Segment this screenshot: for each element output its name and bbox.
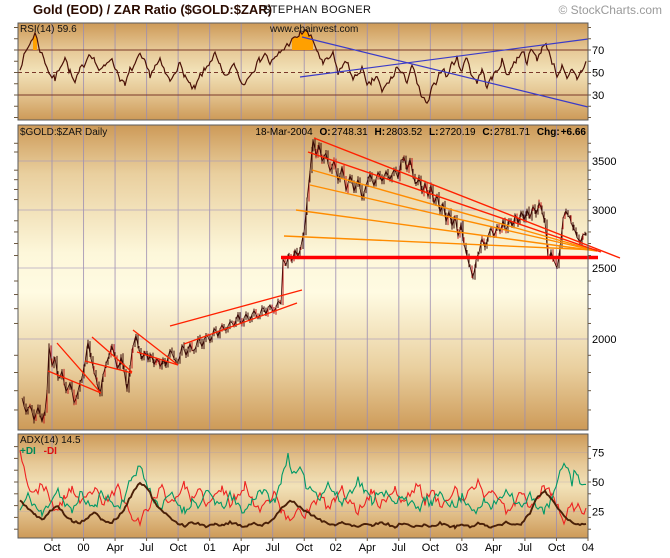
ohlc-info: 18-Mar-2004 O:2748.31 H:2803.52 L:2720.1… [255,127,586,138]
rsi-panel [17,22,589,121]
y-axis-tick: 50 [592,68,604,80]
quote-date: 18-Mar-2004 [255,127,313,138]
adx-panel [17,433,589,539]
di-minus-label: -DI [43,446,57,457]
x-axis-tick: Apr [359,542,376,554]
x-axis-tick: Jul [518,542,532,554]
watermark-link: www.ebainvest.com [270,24,359,35]
series--DI [19,450,587,527]
x-axis: Oct 00 Apr Jul Oct 01 Apr Jul Oct 02 Apr Jul Oct 03 Ap… [43,538,594,554]
open-value: 2748.31 [331,127,368,138]
copyright-text: © StockCharts.com [558,3,662,17]
rsi-axis: 70 50 30 [14,27,604,118]
x-axis-tick: Jul [392,542,406,554]
x-axis-tick: Apr [485,542,502,554]
price-axis: 3500 3000 2500 2000 [14,142,616,411]
x-axis-tick: Oct [548,542,565,554]
x-axis-tick: Apr [233,542,250,554]
change-value: +6.66 [560,127,586,138]
trendlines [47,137,621,394]
y-axis-tick: 25 [592,507,604,519]
page-title: Gold (EOD) / ZAR Ratio ($GOLD:$ZAR) [33,2,273,17]
rsi-label: RSI(14) 59.6 [20,24,77,35]
x-axis-tick: Oct [296,542,313,554]
y-axis-tick: 2000 [592,334,616,346]
x-axis-tick: 01 [204,542,216,554]
x-axis-tick: Apr [106,542,123,554]
x-axis-tick: Jul [266,542,280,554]
x-axis-tick: 04 [582,542,594,554]
adx-axis: 75 50 25 [14,446,604,530]
x-axis-tick: 03 [456,542,468,554]
x-axis-tick: Jul [140,542,154,554]
close-value: 2781.71 [493,127,531,138]
y-axis-tick: 2500 [592,263,616,275]
low-value: 2720.19 [439,127,476,138]
x-axis-tick: Oct [43,542,60,554]
series-ADX [19,481,587,530]
author-name: STEPHAN BOGNER [263,4,372,16]
price-panel [17,124,621,431]
y-axis-tick: 30 [592,90,604,102]
series-+DI [19,453,586,518]
y-axis-tick: 75 [592,448,604,460]
rsi-extreme-fill [292,29,313,50]
symbol-label: $GOLD:$ZAR Daily [20,127,108,138]
high-value: 2803.52 [386,127,423,138]
y-axis-tick: 3000 [592,205,616,217]
adx-label: ADX(14) 14.5 [20,435,81,446]
x-axis-tick: 02 [330,542,342,554]
y-axis-tick: 50 [592,477,604,489]
x-axis-tick: 00 [77,542,89,554]
y-axis-tick: 70 [592,45,604,57]
x-axis-tick: Oct [170,542,187,554]
di-legend: +DI -DI [20,446,57,457]
y-axis-tick: 3500 [592,156,616,168]
x-axis-tick: Oct [422,542,439,554]
di-plus-label: +DI [20,446,36,457]
